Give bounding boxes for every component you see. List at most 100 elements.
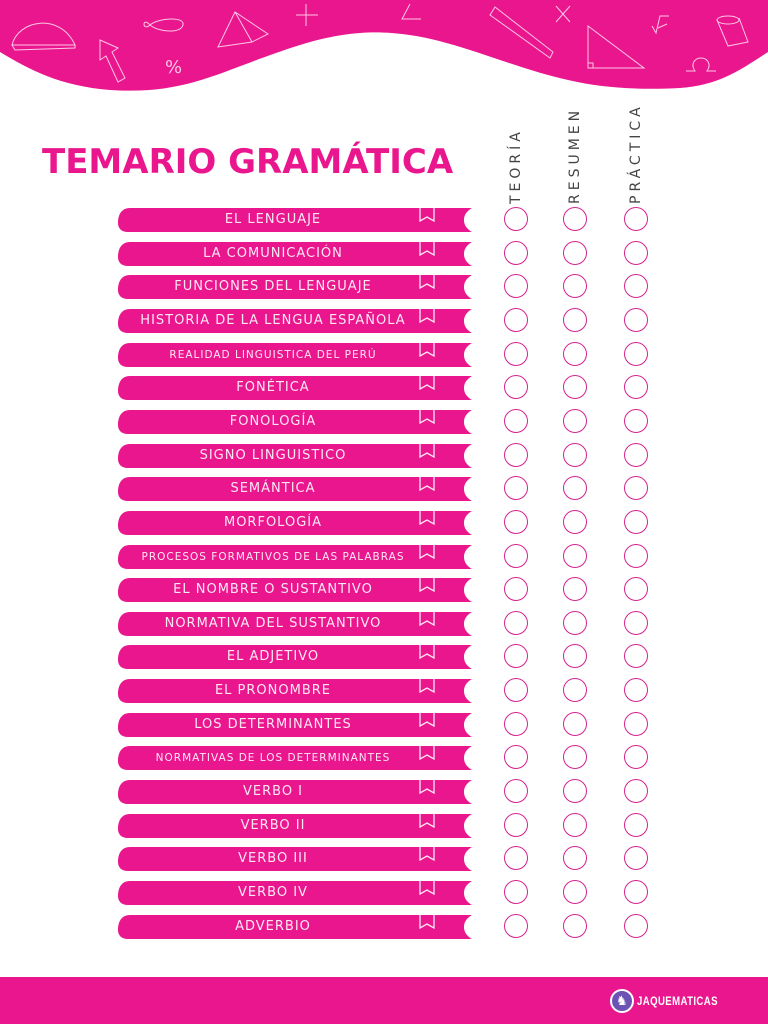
checkbox-resumen[interactable]: [563, 711, 587, 736]
checkbox-resumen[interactable]: [563, 913, 587, 938]
checkbox-practica[interactable]: [624, 644, 648, 669]
bookmark-icon: [419, 679, 435, 694]
checkbox-resumen[interactable]: [563, 577, 587, 602]
topic-row: NORMATIVA DEL SUSTANTIVO: [0, 610, 768, 637]
checkbox-teoria[interactable]: [504, 341, 528, 366]
checkbox-practica[interactable]: [624, 442, 648, 467]
checkbox-practica[interactable]: [624, 476, 648, 501]
checkbox-practica[interactable]: [624, 678, 648, 703]
topic-label-bar: VERBO III: [118, 847, 472, 872]
topic-label-bar: SEMÁNTICA: [118, 477, 472, 502]
checkbox-teoria[interactable]: [504, 274, 528, 299]
checkbox-resumen[interactable]: [563, 240, 587, 265]
topic-label-bar: EL PRONOMBRE: [118, 679, 472, 704]
checkbox-resumen[interactable]: [563, 543, 587, 568]
checkbox-practica[interactable]: [624, 711, 648, 736]
bookmark-icon: [419, 746, 435, 761]
checkbox-resumen[interactable]: [563, 375, 587, 400]
checkbox-practica[interactable]: [624, 375, 648, 400]
checkbox-resumen[interactable]: [563, 812, 587, 837]
topic-label: HISTORIA DE LA LENGUA ESPAÑOLA: [140, 312, 406, 328]
topic-label-bar: NORMATIVAS DE LOS DETERMINANTES: [118, 746, 472, 771]
checkbox-resumen[interactable]: [563, 846, 587, 871]
checkbox-teoria[interactable]: [504, 812, 528, 837]
checkbox-resumen[interactable]: [563, 274, 587, 299]
checkbox-practica[interactable]: [624, 846, 648, 871]
checkbox-teoria[interactable]: [504, 375, 528, 400]
topic-label-bar: EL LENGUAJE: [118, 208, 472, 232]
checkbox-practica[interactable]: [624, 341, 648, 366]
checkbox-teoria[interactable]: [504, 644, 528, 669]
checkbox-practica[interactable]: [624, 307, 648, 332]
checkbox-teoria[interactable]: [504, 577, 528, 602]
percent-icon: %: [165, 57, 182, 78]
label-bar-shape: [118, 477, 472, 502]
bookmark-icon: [419, 847, 435, 862]
checkbox-resumen[interactable]: [563, 476, 587, 501]
bookmark-icon: [419, 611, 435, 626]
checkbox-teoria[interactable]: [504, 913, 528, 938]
checkbox-practica[interactable]: [624, 913, 648, 938]
checkbox-teoria[interactable]: [504, 745, 528, 770]
label-bar-shape: [118, 208, 472, 232]
checkbox-teoria[interactable]: [504, 543, 528, 568]
checkbox-practica[interactable]: [624, 745, 648, 770]
topic-label-bar: FONÉTICA: [118, 376, 472, 401]
checkbox-resumen[interactable]: [563, 779, 587, 804]
checkbox-teoria[interactable]: [504, 207, 528, 231]
brand[interactable]: ♞ JAQUEMATICAS: [609, 988, 738, 1014]
bookmark-icon: [419, 813, 435, 828]
topic-label-bar: NORMATIVA DEL SUSTANTIVO: [118, 611, 472, 636]
topic-row: SIGNO LINGUISTICO: [0, 442, 768, 469]
checkbox-teoria[interactable]: [504, 240, 528, 265]
topic-row: EL PRONOMBRE: [0, 678, 768, 704]
checkbox-teoria[interactable]: [504, 476, 528, 501]
checkbox-practica[interactable]: [624, 543, 648, 568]
bookmark-icon: [419, 780, 435, 795]
checkbox-practica[interactable]: [624, 880, 648, 904]
checkbox-resumen[interactable]: [563, 745, 587, 770]
checkbox-resumen[interactable]: [563, 880, 587, 904]
topic-label: NORMATIVAS DE LOS DETERMINANTES: [155, 752, 391, 765]
label-bar-shape: [118, 813, 472, 838]
checkbox-practica[interactable]: [624, 610, 648, 635]
topic-row: VERBO II: [0, 812, 768, 839]
checkbox-resumen[interactable]: [563, 442, 587, 467]
checkbox-resumen[interactable]: [563, 307, 587, 332]
checkbox-teoria[interactable]: [504, 610, 528, 635]
checkbox-practica[interactable]: [624, 779, 648, 804]
topic-row: HISTORIA DE LA LENGUA ESPAÑOLA: [0, 307, 768, 334]
checkbox-practica[interactable]: [624, 509, 648, 534]
checkbox-practica[interactable]: [624, 274, 648, 299]
checkbox-resumen[interactable]: [563, 610, 587, 635]
checkbox-resumen[interactable]: [563, 644, 587, 669]
checkbox-practica[interactable]: [624, 812, 648, 837]
checkbox-teoria[interactable]: [504, 711, 528, 736]
topic-row: FUNCIONES DEL LENGUAJE: [0, 274, 768, 300]
checkbox-teoria[interactable]: [504, 307, 528, 332]
checkbox-teoria[interactable]: [504, 880, 528, 904]
checkbox-practica[interactable]: [624, 408, 648, 433]
checkbox-practica[interactable]: [624, 207, 648, 231]
checkbox-practica[interactable]: [624, 577, 648, 602]
pencil-icon: [489, 6, 554, 59]
checkbox-teoria[interactable]: [504, 442, 528, 467]
checkbox-teoria[interactable]: [504, 678, 528, 703]
topic-row: SEMÁNTICA: [0, 476, 768, 502]
checkbox-teoria[interactable]: [504, 509, 528, 534]
topic-label: FONÉTICA: [236, 380, 310, 396]
checkbox-resumen[interactable]: [563, 678, 587, 703]
checkbox-resumen[interactable]: [563, 207, 587, 231]
checkbox-teoria[interactable]: [504, 779, 528, 804]
label-bar-shape: [118, 847, 472, 872]
checkbox-practica[interactable]: [624, 240, 648, 265]
checkbox-resumen[interactable]: [563, 341, 587, 366]
topic-row: VERBO IV: [0, 880, 768, 906]
topic-row: PROCESOS FORMATIVOS DE LAS PALABRAS: [0, 543, 768, 570]
checkbox-resumen[interactable]: [563, 509, 587, 534]
checkbox-teoria[interactable]: [504, 408, 528, 433]
checkbox-teoria[interactable]: [504, 846, 528, 871]
label-bar-shape: [118, 914, 472, 939]
checkbox-resumen[interactable]: [563, 408, 587, 433]
label-bar-shape: [118, 342, 472, 367]
